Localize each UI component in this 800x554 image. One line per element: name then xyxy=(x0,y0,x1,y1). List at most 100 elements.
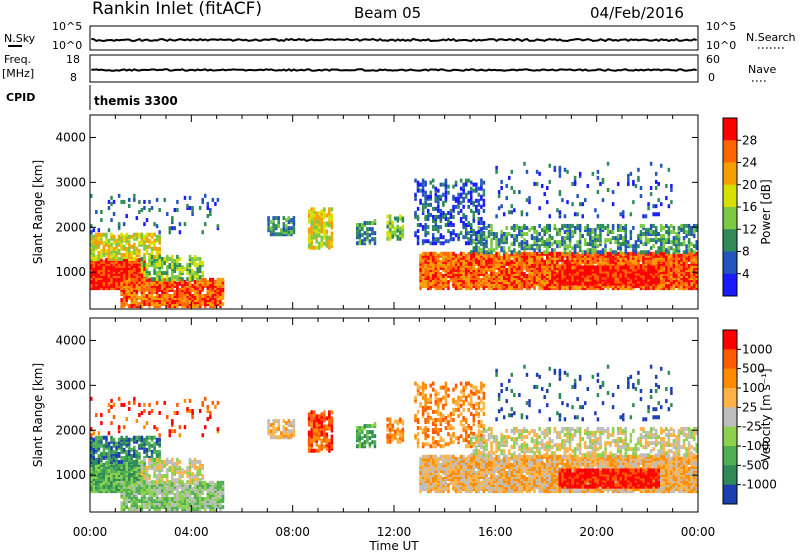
echo-cell xyxy=(581,273,584,278)
echo-cell xyxy=(606,261,610,266)
echo-cell xyxy=(112,252,116,257)
echo-cell xyxy=(459,261,463,266)
echo-cell xyxy=(490,246,493,251)
echo-cell xyxy=(396,216,400,221)
echo-cell xyxy=(158,300,161,305)
echo-cell xyxy=(432,276,435,281)
echo-cell xyxy=(657,277,660,282)
echo-cell xyxy=(568,257,572,262)
echo-cell xyxy=(176,283,179,288)
echo-cell xyxy=(687,244,691,249)
echo-cell xyxy=(115,267,118,272)
echo-cell xyxy=(148,271,151,276)
echo-cell xyxy=(140,236,144,241)
echo-cell xyxy=(110,269,113,274)
echo-cell xyxy=(538,255,541,260)
echo-cell xyxy=(470,196,473,201)
echo-cell xyxy=(193,260,197,265)
echo-cell xyxy=(452,206,455,211)
echo-cell xyxy=(171,304,174,309)
echo-cell xyxy=(102,479,106,484)
echo-cell xyxy=(495,234,498,239)
echo-cell xyxy=(120,283,123,288)
echo-cell xyxy=(120,252,123,257)
echo-cell xyxy=(642,250,645,255)
echo-cell xyxy=(193,263,197,268)
echo-cell xyxy=(571,281,574,286)
echo-cell xyxy=(117,451,121,456)
echo-cell xyxy=(318,215,321,220)
echo-cell xyxy=(480,178,483,183)
echo-cell xyxy=(160,281,164,286)
echo-cell xyxy=(110,481,113,486)
echo-cell xyxy=(102,267,106,272)
echo-cell xyxy=(558,210,562,215)
echo-cell xyxy=(444,282,448,287)
echo-cell xyxy=(644,263,648,268)
echo-cell xyxy=(616,261,620,266)
echo-cell xyxy=(619,248,622,253)
echo-cell xyxy=(429,286,432,291)
echo-cell xyxy=(92,256,96,261)
echo-cell xyxy=(657,212,660,217)
echo-cell xyxy=(178,277,182,282)
echo-cell xyxy=(624,223,628,228)
echo-cell xyxy=(130,252,134,257)
echo-cell xyxy=(472,229,476,234)
echo-cell xyxy=(115,286,118,291)
echo-cell xyxy=(424,196,427,201)
echo-cell xyxy=(530,271,534,276)
echo-cell xyxy=(115,474,118,479)
echo-cell xyxy=(193,289,197,294)
echo-cell xyxy=(198,300,202,305)
echo-cell xyxy=(193,254,197,259)
echo-cell xyxy=(538,280,541,285)
echo-cell xyxy=(135,466,139,471)
echo-cell xyxy=(528,282,531,287)
echo-cell xyxy=(695,280,698,285)
echo-cell xyxy=(429,190,432,195)
echo-cell xyxy=(193,298,197,303)
echo-cell xyxy=(140,232,144,237)
echo-cell xyxy=(92,280,96,285)
echo-cell xyxy=(502,253,506,258)
echo-cell xyxy=(556,265,559,270)
echo-cell xyxy=(467,276,470,281)
echo-cell xyxy=(219,302,222,307)
echo-cell xyxy=(173,302,177,307)
echo-cell xyxy=(515,265,519,270)
echo-cell xyxy=(115,252,118,257)
echo-cell xyxy=(439,196,443,201)
echo-cell xyxy=(548,163,552,168)
echo-cell xyxy=(596,225,600,230)
echo-cell xyxy=(221,289,225,294)
echo-cell xyxy=(90,276,93,281)
echo-cell xyxy=(414,233,417,238)
echo-cell xyxy=(495,169,498,174)
echo-cell xyxy=(122,302,126,307)
echo-cell xyxy=(629,279,633,284)
echo-cell xyxy=(596,275,600,280)
echo-cell xyxy=(535,255,539,260)
echo-cell xyxy=(102,232,106,237)
echo-cell xyxy=(490,284,493,289)
echo-cell xyxy=(568,232,572,237)
echo-cell xyxy=(637,271,640,276)
echo-cell xyxy=(629,232,633,237)
echo-cell xyxy=(639,185,643,190)
echo-cell xyxy=(214,283,217,288)
echo-cell xyxy=(548,227,552,232)
echo-cell xyxy=(95,449,98,454)
echo-cell xyxy=(117,479,121,484)
echo-cell xyxy=(452,284,455,289)
echo-cell xyxy=(323,223,326,228)
echo-cell xyxy=(642,265,645,270)
echo-cell xyxy=(647,261,650,266)
echo-cell xyxy=(117,470,121,475)
echo-cell xyxy=(110,483,113,488)
echo-cell xyxy=(497,282,501,287)
echo-cell xyxy=(672,286,676,291)
echo-cell xyxy=(102,481,106,486)
echo-cell xyxy=(558,267,562,272)
echo-cell xyxy=(502,263,506,268)
